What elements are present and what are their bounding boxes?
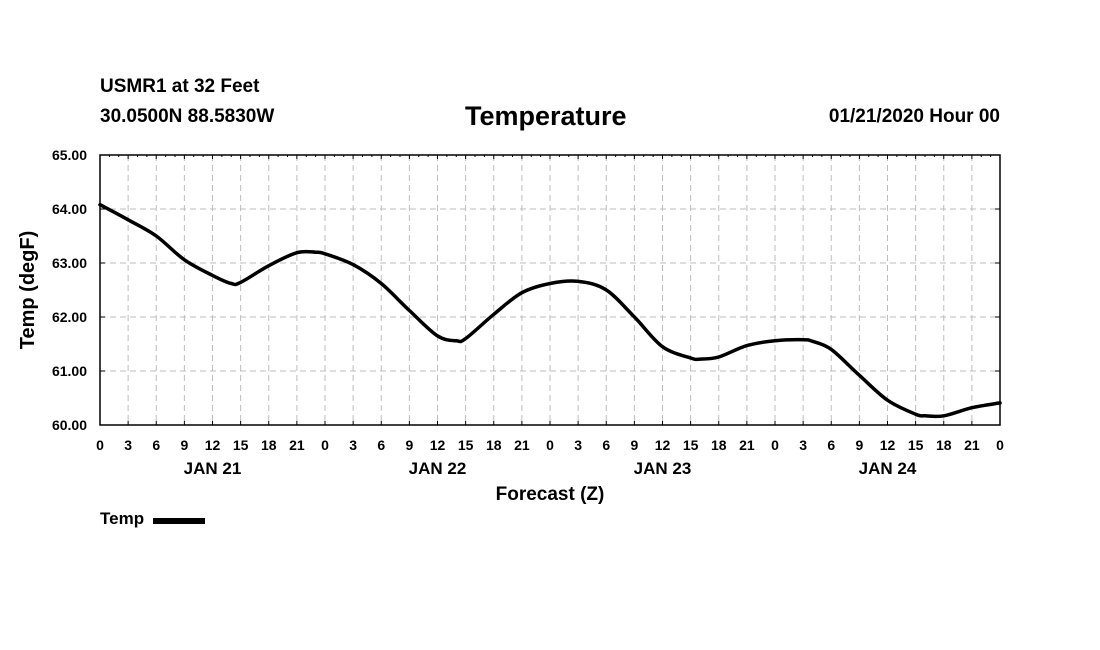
x-tick-labels: 0 3 6 9 12 15 18 21 0 3 6 9 12 15 18 21 0 3 6 9 12 15 18 21 0 3 6 9… [96, 437, 1004, 453]
x-tick-label: 21 [514, 437, 530, 453]
y-tick-label: 64.00 [52, 201, 87, 217]
x-tick-label: 18 [936, 437, 952, 453]
x-tick-label: 21 [964, 437, 980, 453]
x-tick-label: 6 [602, 437, 610, 453]
x-tick-label: 15 [908, 437, 924, 453]
legend: Temp [100, 509, 206, 529]
x-tick-label: 12 [655, 437, 671, 453]
x-tick-label: 15 [683, 437, 699, 453]
x-tick-label: 18 [261, 437, 277, 453]
x-tick-label: 12 [205, 437, 221, 453]
plot-frame [99, 154, 1001, 426]
x-tick-label: 12 [880, 437, 896, 453]
day-label: JAN 24 [859, 459, 917, 478]
y-tick-label: 61.00 [52, 363, 87, 379]
x-tick-label: 9 [180, 437, 188, 453]
x-tick-label: 6 [152, 437, 160, 453]
x-tick-label: 18 [486, 437, 502, 453]
x-tick-label: 3 [799, 437, 807, 453]
x-axis-label: Forecast (Z) [496, 484, 605, 505]
x-tick-label: 6 [827, 437, 835, 453]
day-label: JAN 23 [634, 459, 692, 478]
x-tick-label: 12 [430, 437, 446, 453]
x-tick-label: 21 [739, 437, 755, 453]
day-labels: JAN 21 JAN 22 JAN 23 JAN 24 [184, 459, 917, 478]
x-tick-label: 9 [405, 437, 413, 453]
chart-grid [100, 155, 1000, 425]
x-tick-label: 3 [349, 437, 357, 453]
x-tick-label: 9 [855, 437, 863, 453]
y-tick-label: 62.00 [52, 309, 87, 325]
x-tick-label: 0 [546, 437, 554, 453]
x-tick-label: 21 [289, 437, 305, 453]
x-tick-label: 0 [996, 437, 1004, 453]
legend-label: Temp [100, 509, 145, 528]
y-axis-label: Temp (degF) [17, 231, 39, 350]
model-run-time: 01/21/2020 Hour 00 [828, 106, 1000, 127]
legend-swatch [153, 517, 206, 524]
y-tick-label: 60.00 [52, 417, 87, 433]
x-tick-label: 0 [96, 437, 104, 453]
x-tick-label: 0 [771, 437, 779, 453]
y-tick-label: 63.00 [52, 255, 87, 271]
day-label: JAN 21 [184, 459, 242, 478]
x-tick-label: 18 [711, 437, 727, 453]
y-tick-label: 65.00 [52, 147, 87, 163]
x-tick-label: 6 [377, 437, 385, 453]
day-label: JAN 22 [409, 459, 467, 478]
x-tick-label: 3 [124, 437, 132, 453]
x-tick-label: 15 [233, 437, 249, 453]
station-coordinates: 30.0500N 88.5830W [100, 106, 275, 127]
x-tick-label: 9 [630, 437, 638, 453]
y-tick-labels: 60.00 61.00 62.00 63.00 64.00 65.00 [52, 147, 87, 433]
x-tick-label: 0 [321, 437, 329, 453]
temp-series-line [98, 202, 1002, 419]
station-label: USMR1 at 32 Feet [100, 76, 260, 97]
chart-title: Temperature [465, 101, 627, 131]
x-tick-label: 3 [574, 437, 582, 453]
x-tick-label: 15 [458, 437, 474, 453]
